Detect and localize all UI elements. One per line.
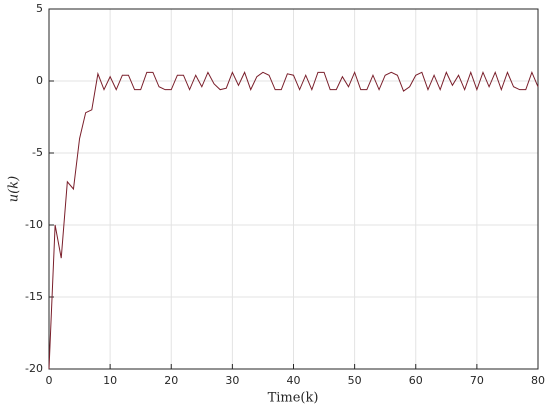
y-tick-label: -10 <box>25 218 43 231</box>
x-tick-label: 30 <box>225 374 239 387</box>
plot-frame <box>48 8 539 370</box>
x-tick-label: 80 <box>531 374 545 387</box>
x-tick-label: 10 <box>103 374 117 387</box>
y-tick-label: -20 <box>25 362 43 375</box>
y-tick-label: 5 <box>36 2 43 15</box>
y-tick-label: 0 <box>36 74 43 87</box>
y-tick-label: -15 <box>25 290 43 303</box>
x-tick-label: 20 <box>164 374 178 387</box>
y-axis-label: u(k) <box>7 176 22 202</box>
x-tick-label: 70 <box>470 374 484 387</box>
x-axis-label: Time(k) <box>268 391 319 406</box>
x-tick-label: 40 <box>287 374 301 387</box>
x-tick-label: 50 <box>348 374 362 387</box>
x-tick-label: 60 <box>409 374 423 387</box>
data-line <box>48 70 539 370</box>
y-tick-label: -5 <box>32 146 43 159</box>
x-tick-label: 0 <box>46 374 53 387</box>
